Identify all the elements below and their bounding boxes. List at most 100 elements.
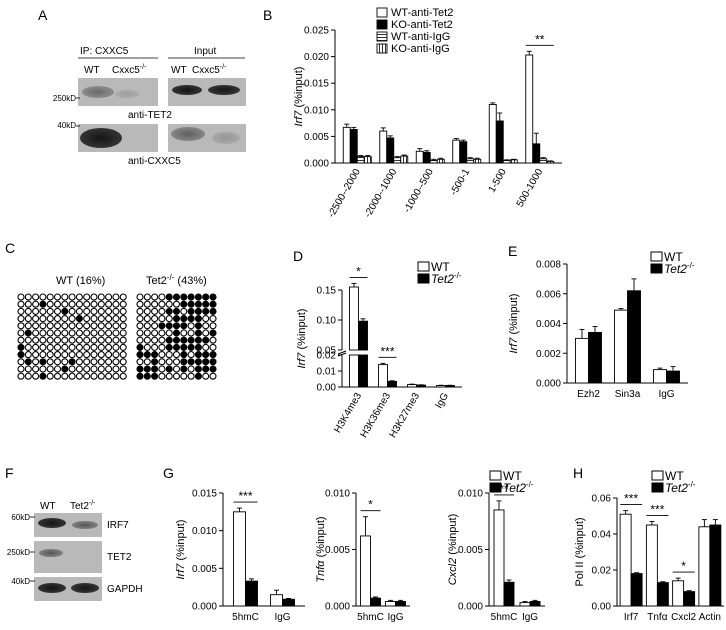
bar: [349, 129, 358, 164]
unmethylated-cpg: [158, 315, 166, 323]
y-tick-label: 0.04: [592, 530, 612, 541]
bar: [386, 137, 395, 164]
unmethylated-cpg: [17, 372, 25, 380]
unmethylated-cpg: [32, 358, 40, 366]
unmethylated-cpg: [75, 293, 83, 301]
legend-swatch: [376, 31, 388, 42]
unmethylated-cpg: [90, 336, 98, 344]
significance-stars: ***: [238, 489, 252, 503]
bar: [379, 130, 388, 164]
y-tick-label: 0.06: [592, 494, 612, 505]
methylated-cpg: [24, 329, 32, 337]
bar: [614, 309, 628, 384]
unmethylated-cpg: [46, 329, 54, 337]
unmethylated-cpg: [119, 329, 127, 337]
methylated-cpg: [180, 343, 188, 351]
unmethylated-cpg: [46, 336, 54, 344]
unmethylated-cpg: [68, 307, 76, 315]
x-tick-label: Cxcl2: [671, 612, 696, 623]
methylated-cpg: [180, 300, 188, 308]
unmethylated-cpg: [83, 293, 91, 301]
band: [80, 128, 122, 148]
unmethylated-cpg: [105, 372, 113, 380]
unmethylated-cpg: [165, 372, 173, 380]
unmethylated-cpg: [165, 358, 173, 366]
unmethylated-cpg: [97, 307, 105, 315]
methylated-cpg: [17, 343, 25, 351]
methylated-cpg: [187, 336, 195, 344]
methylated-cpg: [180, 293, 188, 301]
bar: [342, 126, 351, 164]
unmethylated-cpg: [105, 358, 113, 366]
legend-swatch-ko: [651, 482, 664, 493]
unmethylated-cpg: [83, 329, 91, 337]
panel-d-chart: D 0.00 0.01 0.020.05 0.10 0.15 Irf7 (%input) H…: [293, 248, 462, 440]
bar: [358, 354, 368, 388]
unmethylated-cpg: [151, 322, 159, 330]
legend-label-wt: WT: [503, 469, 522, 483]
bar: [575, 337, 589, 384]
unmethylated-cpg: [105, 365, 113, 373]
methylated-cpg: [61, 307, 69, 315]
unmethylated-cpg: [90, 300, 98, 308]
unmethylated-cpg: [180, 329, 188, 337]
unmethylated-cpg: [17, 307, 25, 315]
unmethylated-cpg: [68, 300, 76, 308]
methylated-cpg: [194, 322, 202, 330]
x-tick-label: IgG: [522, 612, 538, 623]
unmethylated-cpg: [46, 351, 54, 359]
unmethylated-cpg: [143, 322, 151, 330]
x-tick-label: Sin3a: [615, 389, 641, 400]
bar: [459, 141, 468, 164]
y-tick-label: 0.020: [304, 52, 329, 63]
unmethylated-cpg: [24, 307, 32, 315]
band: [38, 518, 66, 528]
lane-a-ko-2: Cxxc5-/-: [192, 64, 227, 76]
methylated-cpg: [136, 351, 144, 359]
unmethylated-cpg: [112, 300, 120, 308]
y-tick-label: 0.015: [304, 79, 329, 90]
unmethylated-cpg: [119, 358, 127, 366]
band: [38, 583, 66, 593]
unmethylated-cpg: [32, 315, 40, 323]
unmethylated-cpg: [46, 343, 54, 351]
unmethylated-cpg: [53, 322, 62, 330]
y-axis-label: Pol II (%input): [574, 517, 586, 586]
bar: [656, 582, 669, 607]
bar: [349, 354, 359, 388]
unmethylated-cpg: [24, 351, 32, 359]
panel-f-letter: F: [5, 465, 14, 481]
methylated-cpg: [209, 307, 217, 315]
unmethylated-cpg: [105, 322, 113, 330]
unmethylated-cpg: [53, 351, 62, 359]
unmethylated-cpg: [119, 293, 127, 301]
bar: [356, 156, 365, 164]
unmethylated-cpg: [32, 307, 40, 315]
y-tick-label: 0.010: [325, 489, 350, 500]
lane-f-wt: WT: [40, 501, 56, 512]
row-gapdh: GAPDH: [107, 584, 143, 595]
legend-label-wt: WT: [664, 250, 683, 264]
unmethylated-cpg: [112, 322, 120, 330]
unmethylated-cpg: [75, 365, 83, 373]
unmethylated-cpg: [97, 351, 105, 359]
circles-ko: [136, 293, 217, 380]
ip-label: IP: CXXC5: [80, 46, 129, 57]
unmethylated-cpg: [68, 315, 76, 323]
methylated-cpg: [209, 329, 217, 337]
unmethylated-cpg: [61, 351, 69, 359]
panel-b-letter: B: [263, 7, 272, 23]
bar: [525, 54, 534, 164]
unmethylated-cpg: [151, 329, 159, 337]
unmethylated-cpg: [158, 336, 166, 344]
unmethylated-cpg: [32, 372, 40, 380]
band: [39, 549, 63, 557]
unmethylated-cpg: [53, 336, 62, 344]
legend-swatch-wt: [417, 261, 430, 272]
bar: [666, 370, 680, 384]
unmethylated-cpg: [24, 336, 32, 344]
unmethylated-cpg: [39, 336, 47, 344]
bar: [452, 139, 461, 164]
unmethylated-cpg: [202, 322, 210, 330]
